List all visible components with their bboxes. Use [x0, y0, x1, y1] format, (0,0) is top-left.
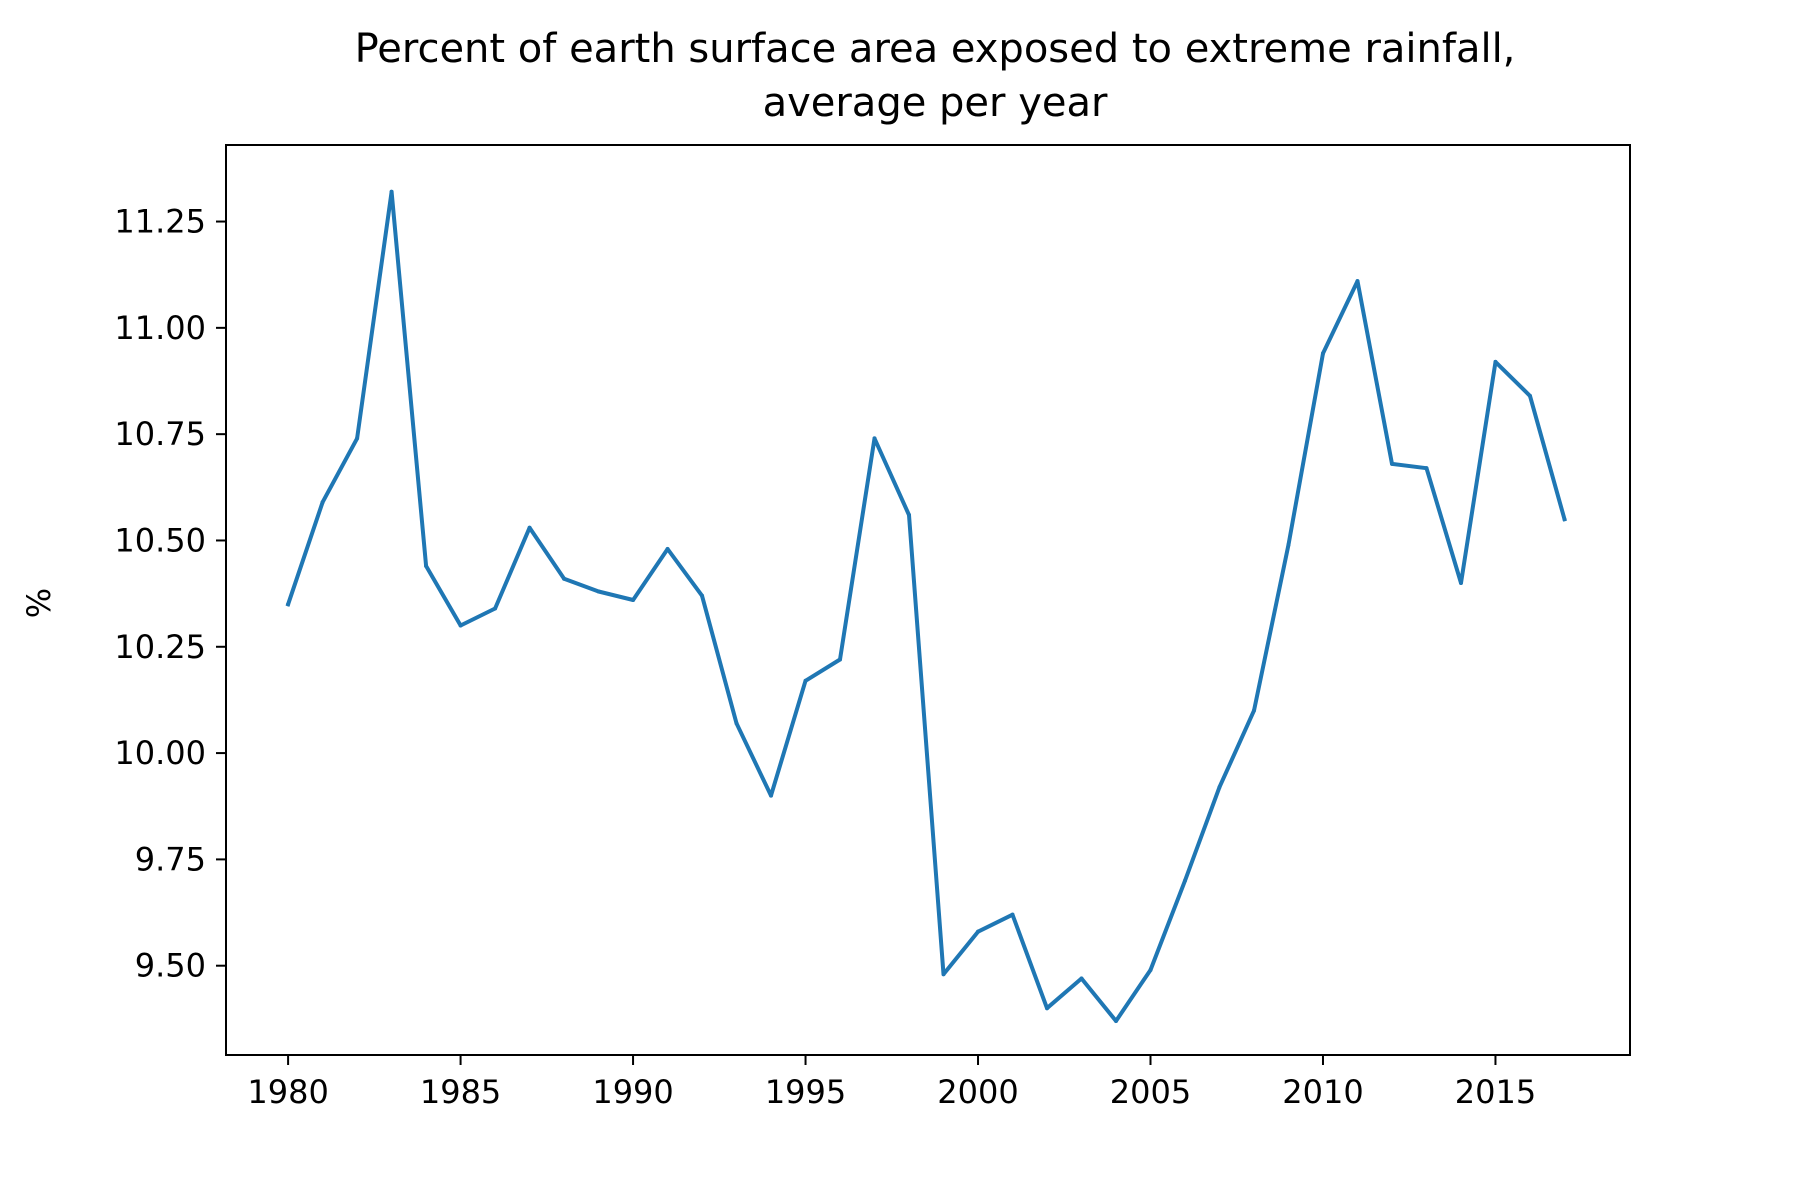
- y-tick-label: 10.00: [114, 734, 206, 772]
- x-tick-label: 2010: [1282, 1073, 1363, 1111]
- data-point: [1010, 912, 1015, 917]
- data-point: [1389, 461, 1394, 466]
- x-tick-label: 1980: [247, 1073, 328, 1111]
- y-tick-label: 9.50: [135, 947, 206, 985]
- y-axis-label: %: [20, 588, 58, 618]
- data-point: [1148, 967, 1153, 972]
- data-point: [389, 189, 394, 194]
- data-point: [355, 436, 360, 441]
- chart-title-line-2: average per year: [763, 80, 1108, 126]
- data-point: [976, 929, 981, 934]
- data-point: [320, 500, 325, 505]
- x-tick-label: 1985: [420, 1073, 501, 1111]
- data-point: [1355, 279, 1360, 284]
- data-point: [769, 793, 774, 798]
- y-tick-label: 10.75: [114, 415, 206, 453]
- x-tick-label: 2005: [1110, 1073, 1191, 1111]
- data-point: [286, 602, 291, 607]
- x-tick-label: 2015: [1455, 1073, 1536, 1111]
- data-point: [1562, 517, 1567, 522]
- y-tick-label: 11.00: [114, 309, 206, 347]
- series-points: [286, 189, 1567, 1023]
- x-tick-label: 1990: [592, 1073, 673, 1111]
- data-point: [1182, 878, 1187, 883]
- data-point: [596, 589, 601, 594]
- y-tick-label: 10.25: [114, 628, 206, 666]
- data-point: [1320, 351, 1325, 356]
- data-point: [700, 593, 705, 598]
- y-tick-label: 9.75: [135, 840, 206, 878]
- data-point: [562, 576, 567, 581]
- data-point: [1424, 466, 1429, 471]
- x-tick-label: 1995: [765, 1073, 846, 1111]
- data-point: [527, 525, 532, 530]
- x-axis-ticks: 1980 1985 1990 1995 2000 2005 2010 2015: [247, 1055, 1536, 1111]
- y-tick-label: 11.25: [114, 203, 206, 241]
- plot-frame: [225, 144, 1631, 1056]
- data-point: [1217, 785, 1222, 790]
- x-tick-label: 2000: [937, 1073, 1018, 1111]
- data-point: [872, 436, 877, 441]
- data-point: [1079, 976, 1084, 981]
- chart-title-line-1: Percent of earth surface area exposed to…: [355, 26, 1516, 72]
- data-point: [493, 606, 498, 611]
- data-point: [424, 563, 429, 568]
- data-point: [734, 721, 739, 726]
- y-axis-ticks: 9.50 9.75 10.00 10.25 10.50 10.75 11.00 11.25: [114, 203, 226, 985]
- series-line: [285, 189, 1567, 1023]
- data-point: [838, 657, 843, 662]
- y-tick-label: 10.50: [114, 521, 206, 559]
- data-point: [1251, 708, 1256, 713]
- data-point: [458, 623, 463, 628]
- data-point: [941, 972, 946, 977]
- data-point: [1493, 359, 1498, 364]
- data-point: [1527, 393, 1532, 398]
- data-point: [1458, 580, 1463, 585]
- data-point: [907, 512, 912, 517]
- data-point: [1114, 1018, 1119, 1023]
- data-point: [803, 678, 808, 683]
- data-point: [1286, 542, 1291, 547]
- data-point: [1045, 1006, 1050, 1011]
- data-point: [665, 546, 670, 551]
- data-point: [631, 598, 636, 602]
